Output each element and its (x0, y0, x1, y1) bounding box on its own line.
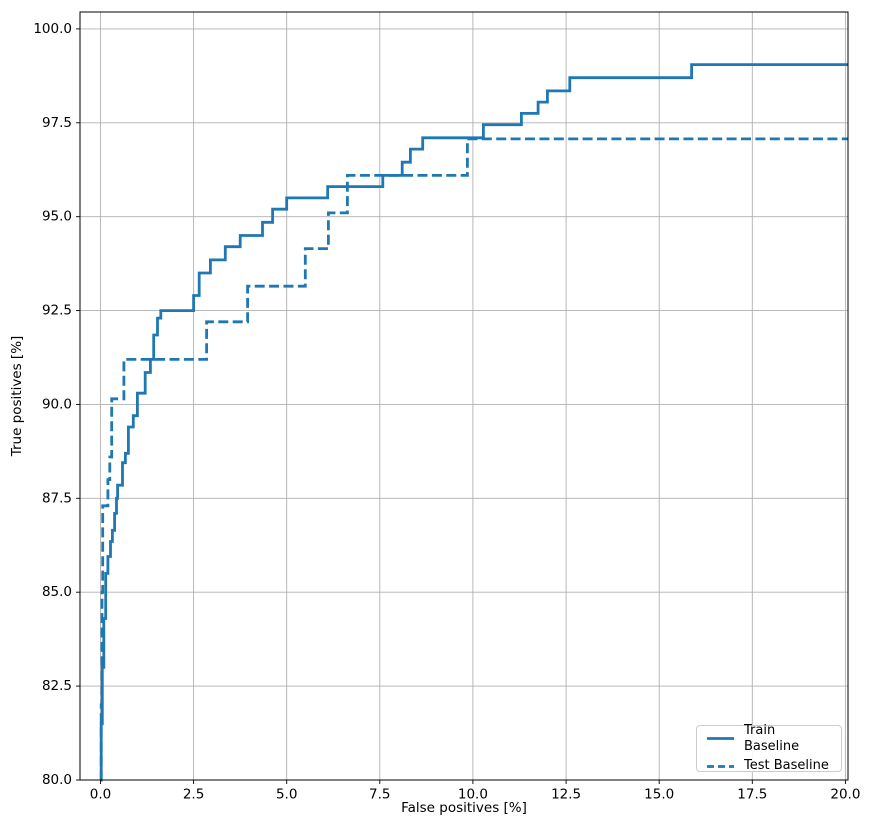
svg-text:20.0: 20.0 (830, 787, 860, 803)
y-axis-label: True positives [%] (9, 335, 25, 457)
svg-text:87.5: 87.5 (42, 490, 72, 506)
svg-text:80.0: 80.0 (42, 772, 72, 788)
svg-text:17.5: 17.5 (737, 787, 767, 803)
x-tick-labels: 0.0 2.5 5.0 7.5 10.0 12.5 15.0 17.5 20.0 (90, 787, 861, 803)
svg-text:7.5: 7.5 (369, 787, 390, 803)
svg-text:5.0: 5.0 (276, 787, 297, 803)
svg-text:85.0: 85.0 (42, 584, 72, 600)
tick-marks (76, 28, 846, 784)
plot-spines (79, 11, 849, 781)
svg-text:15.0: 15.0 (644, 787, 674, 803)
test-line-sample (707, 764, 734, 768)
svg-text:12.5: 12.5 (551, 787, 581, 803)
svg-text:95.0: 95.0 (42, 209, 72, 225)
svg-text:100.0: 100.0 (33, 21, 72, 37)
legend-label-test: Test Baseline (744, 758, 829, 774)
svg-text:2.5: 2.5 (183, 787, 204, 803)
legend-entry-test: Test Baseline (706, 758, 832, 774)
train-baseline-line (99, 63, 848, 782)
gridlines (80, 12, 848, 781)
legend-label-train: Train Baseline (744, 722, 800, 754)
svg-text:97.5: 97.5 (42, 115, 72, 131)
svg-text:10.0: 10.0 (458, 787, 488, 803)
svg-text:90.0: 90.0 (42, 396, 72, 412)
legend-entry-train: Train Baseline (706, 723, 832, 756)
test-baseline-line (99, 137, 848, 782)
x-axis-label: False positives [%] (401, 800, 527, 816)
train-line-sample (707, 737, 734, 741)
svg-text:92.5: 92.5 (42, 303, 72, 319)
svg-text:0.0: 0.0 (90, 787, 111, 803)
y-tick-labels: 80.0 82.5 85.0 87.5 90.0 92.5 95.0 97.5 100.0 (33, 21, 72, 788)
svg-text:82.5: 82.5 (42, 678, 72, 694)
legend: Train Baseline Test Baseline (696, 723, 842, 774)
